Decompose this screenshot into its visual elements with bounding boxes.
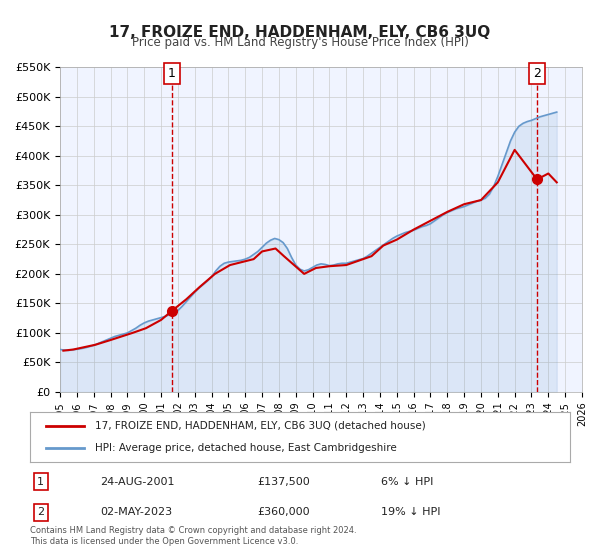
Text: £360,000: £360,000 <box>257 507 310 517</box>
Text: 19% ↓ HPI: 19% ↓ HPI <box>381 507 440 517</box>
Text: 2: 2 <box>533 67 541 80</box>
Text: Price paid vs. HM Land Registry's House Price Index (HPI): Price paid vs. HM Land Registry's House … <box>131 36 469 49</box>
Text: 02-MAY-2023: 02-MAY-2023 <box>100 507 172 517</box>
Text: 24-AUG-2001: 24-AUG-2001 <box>100 477 175 487</box>
Text: This data is licensed under the Open Government Licence v3.0.: This data is licensed under the Open Gov… <box>30 538 298 547</box>
Text: Contains HM Land Registry data © Crown copyright and database right 2024.: Contains HM Land Registry data © Crown c… <box>30 526 356 535</box>
Text: 1: 1 <box>168 67 176 80</box>
Text: £137,500: £137,500 <box>257 477 310 487</box>
Text: 17, FROIZE END, HADDENHAM, ELY, CB6 3UQ: 17, FROIZE END, HADDENHAM, ELY, CB6 3UQ <box>109 25 491 40</box>
Text: HPI: Average price, detached house, East Cambridgeshire: HPI: Average price, detached house, East… <box>95 443 397 453</box>
Text: 2: 2 <box>37 507 44 517</box>
Text: 6% ↓ HPI: 6% ↓ HPI <box>381 477 433 487</box>
Text: 17, FROIZE END, HADDENHAM, ELY, CB6 3UQ (detached house): 17, FROIZE END, HADDENHAM, ELY, CB6 3UQ … <box>95 421 425 431</box>
Text: 1: 1 <box>37 477 44 487</box>
